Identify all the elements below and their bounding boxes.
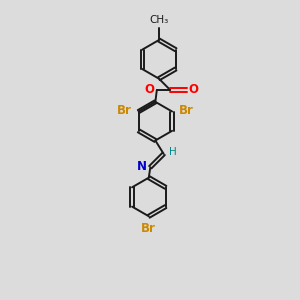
Text: O: O (145, 83, 155, 97)
Text: O: O (189, 83, 199, 97)
Text: CH₃: CH₃ (149, 15, 169, 25)
Text: N: N (137, 160, 147, 173)
Text: Br: Br (141, 222, 156, 235)
Text: Br: Br (117, 103, 132, 116)
Text: H: H (169, 147, 177, 158)
Text: Br: Br (178, 103, 194, 116)
